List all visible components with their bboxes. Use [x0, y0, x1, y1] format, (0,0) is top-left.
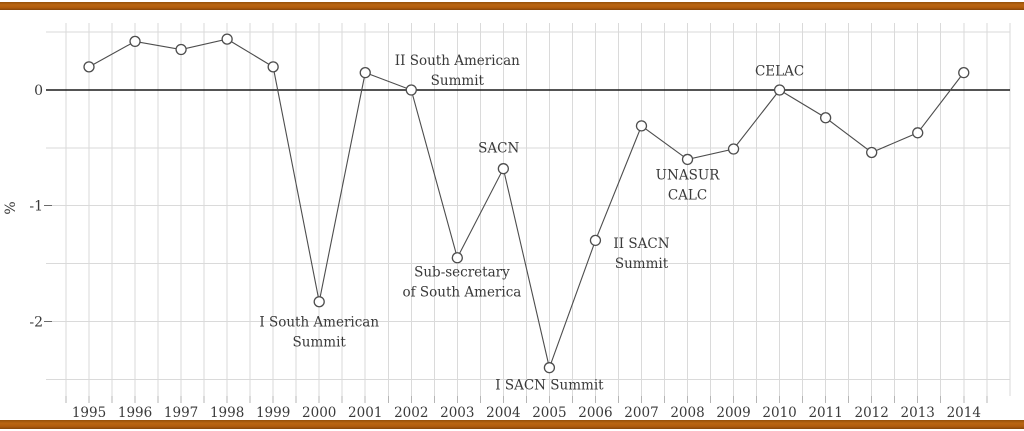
data-point-2005 — [543, 362, 556, 374]
y-tick-label: -2 — [29, 314, 43, 330]
x-tick-label: 2002 — [394, 405, 428, 421]
annotation-7: CELAC — [755, 64, 804, 80]
data-point-2003 — [451, 252, 463, 264]
x-tick-label: 2007 — [624, 405, 658, 421]
data-point-2012 — [866, 146, 878, 159]
data-point-1999 — [267, 61, 279, 73]
data-point-2014 — [958, 66, 970, 79]
x-tick-label: 2004 — [486, 405, 520, 421]
x-tick-label: 2009 — [716, 405, 750, 421]
annotation-3: I South American Summit — [259, 314, 379, 350]
x-tick-label: 2011 — [808, 405, 842, 421]
data-points — [83, 33, 970, 374]
annotation-4: I SACN Summit — [495, 378, 604, 394]
annotation-6: UNASUR CALC — [656, 168, 721, 204]
x-tick-label: 2014 — [947, 405, 981, 421]
x-tick-label: 2008 — [670, 405, 704, 421]
x-tick-label: 1997 — [164, 405, 198, 421]
annotations: II South American Summit SACN Sub-secretary… — [259, 53, 804, 394]
axis-labels: 1995 1996 1997 1998 1999 2000 2001 2002 2003 2004… — [3, 83, 981, 421]
annotation-2: Sub-secretary of South America — [403, 265, 522, 301]
annotation-1: SACN — [478, 140, 519, 156]
x-tick-label: 2005 — [532, 405, 566, 421]
y-tick-label: -1 — [29, 199, 43, 215]
gridlines — [46, 23, 1011, 396]
data-point-1998 — [221, 33, 233, 45]
x-tick-label: 1996 — [118, 405, 152, 421]
data-point-2013 — [912, 127, 924, 139]
data-point-2001 — [359, 66, 371, 79]
data-point-1995 — [83, 61, 95, 73]
data-point-2000 — [313, 296, 325, 308]
x-tick-label: 2003 — [440, 405, 474, 421]
data-point-1996 — [129, 35, 141, 48]
data-point-2006 — [589, 234, 602, 247]
top-accent-bar — [0, 2, 1024, 10]
x-tick-label: 1999 — [256, 405, 290, 421]
data-point-2011 — [819, 112, 832, 124]
data-point-2009 — [727, 143, 740, 155]
data-point-2010 — [773, 84, 786, 96]
y-axis-title: % — [3, 201, 19, 214]
x-tick-label: 2012 — [855, 405, 889, 421]
data-point-1997 — [175, 43, 187, 56]
annotation-5: II SACN Summit — [613, 236, 669, 272]
data-point-2008 — [681, 153, 694, 166]
x-tick-label: 1998 — [210, 405, 244, 421]
x-tick-label: 2001 — [348, 405, 382, 421]
data-point-2002 — [405, 84, 417, 96]
data-point-2004 — [497, 163, 510, 175]
x-axis-ticks — [44, 205, 988, 403]
x-tick-label: 2010 — [762, 405, 796, 421]
x-tick-label: 2013 — [901, 405, 935, 421]
bottom-accent-bar — [0, 420, 1024, 429]
annotation-0: II South American Summit — [395, 53, 520, 89]
data-point-2007 — [635, 120, 648, 132]
x-tick-label: 2000 — [302, 405, 336, 421]
y-tick-label: 0 — [34, 83, 43, 99]
x-tick-label: 1995 — [72, 405, 106, 421]
data-line — [88, 38, 965, 370]
x-tick-label: 2006 — [578, 405, 612, 421]
